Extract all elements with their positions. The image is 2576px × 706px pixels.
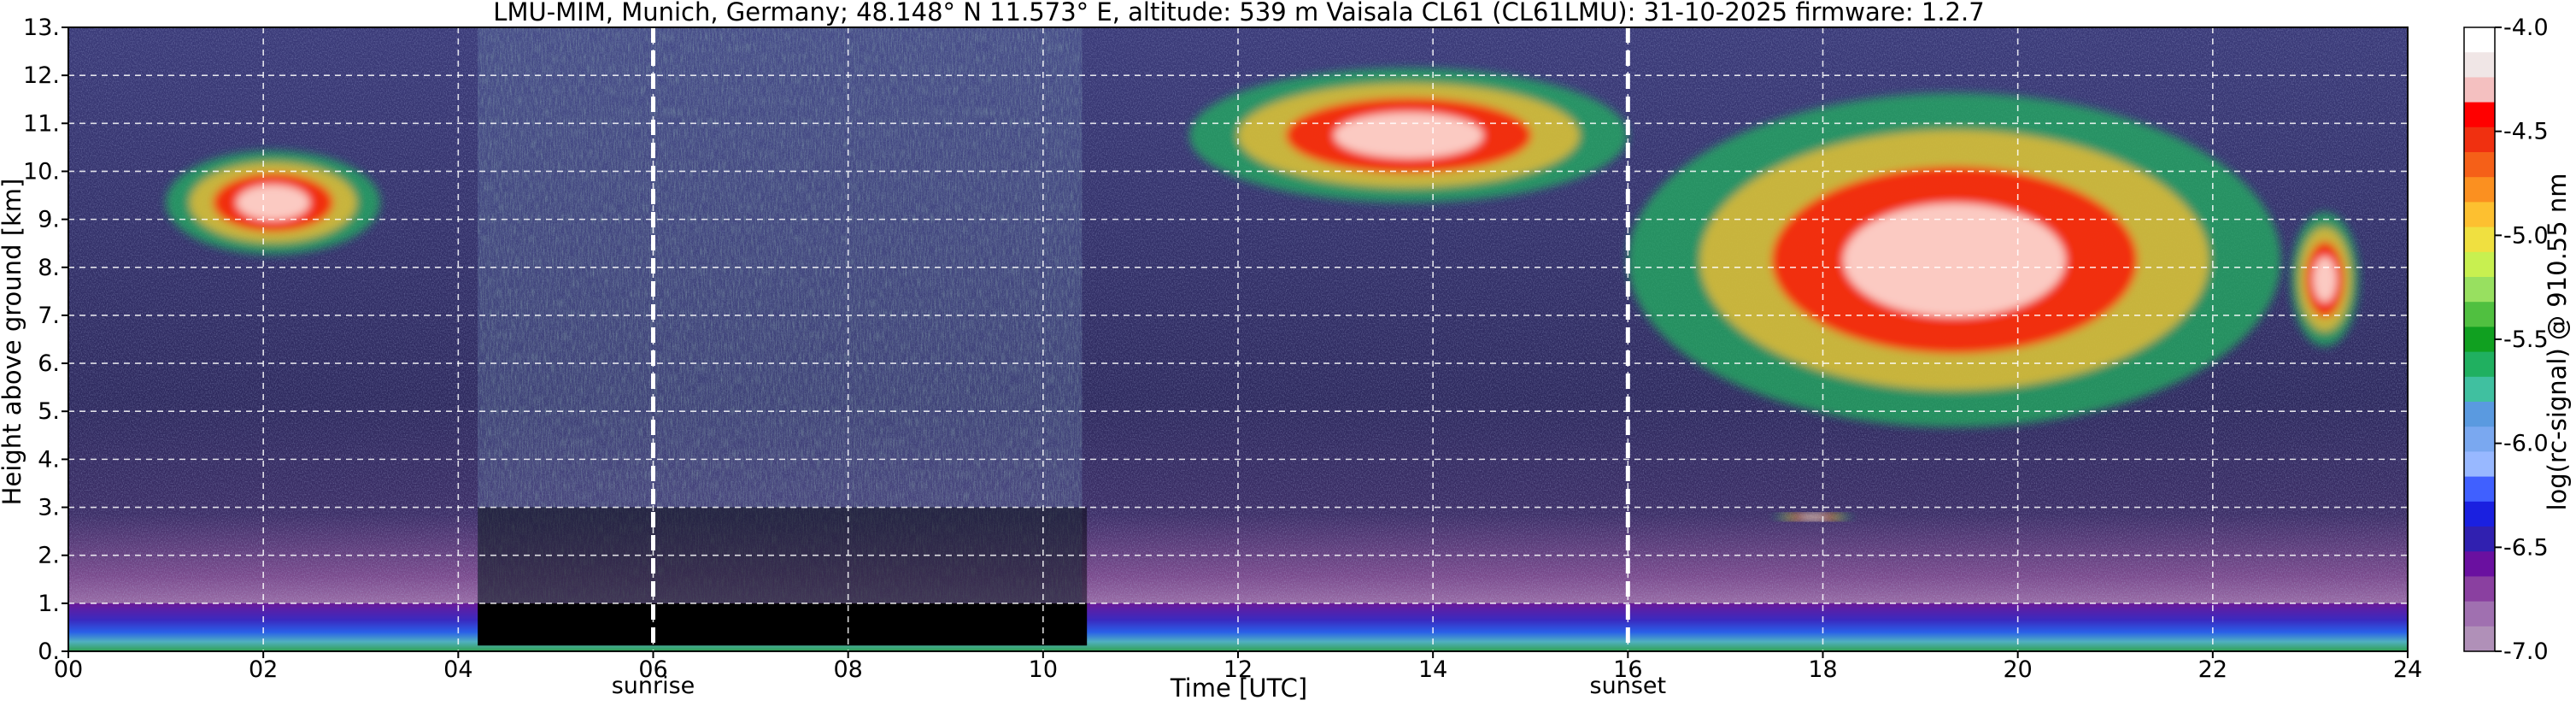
x-tick-label: 06 <box>638 656 667 683</box>
colorbar-segment <box>2464 601 2495 627</box>
y-tick-label: 2. <box>38 543 60 569</box>
colorbar-segment <box>2464 501 2495 527</box>
y-tick-label: 3. <box>38 495 60 521</box>
low-level-data-gap <box>478 603 1088 646</box>
sun-event-lines: sunrise sunset <box>612 27 1666 699</box>
cloud-feature <box>1188 68 1628 203</box>
colorbar-segment <box>2464 77 2495 103</box>
colorbar-segment <box>2464 152 2495 178</box>
colorbar-segment <box>2464 227 2495 253</box>
colorbar-segment <box>2464 427 2495 452</box>
cloud-core <box>2313 256 2337 303</box>
y-tick-label: 13. <box>23 15 60 41</box>
y-tick-label: 5. <box>38 398 60 425</box>
x-tick-label: 16 <box>1613 656 1642 683</box>
colorbar-segment <box>2464 202 2495 228</box>
y-tick-label: 12. <box>23 62 60 89</box>
colorbar-segment <box>2464 52 2495 78</box>
x-tick-label: 18 <box>1808 656 1837 683</box>
x-tick-label: 08 <box>833 656 862 683</box>
cloud-core <box>1799 514 1827 520</box>
colorbar-segment <box>2464 251 2495 278</box>
y-tick-label: 6. <box>38 350 60 377</box>
event-label-sunset: sunset <box>1590 673 1667 699</box>
cloud-feature <box>166 150 381 255</box>
colorbar-tick-label: -4.5 <box>2503 119 2549 145</box>
x-tick-label: 20 <box>2003 656 2032 683</box>
colorbar-segment <box>2464 351 2495 378</box>
colorbar-segment <box>2464 102 2495 128</box>
chart-title: LMU-MIM, Munich, Germany; 48.148° N 11.5… <box>493 0 1984 26</box>
y-tick-label: 4. <box>38 446 60 473</box>
x-tick-label: 04 <box>443 656 472 683</box>
x-tick-label: 12 <box>1223 656 1253 683</box>
event-label-sunrise: sunrise <box>612 673 695 699</box>
colorbar-segment <box>2464 277 2495 303</box>
colorbar-tick-label: -7.0 <box>2503 638 2549 665</box>
y-axis-label: Height above ground [km] <box>0 179 26 506</box>
colorbar-tick-label: -6.5 <box>2503 534 2549 561</box>
axes: 00 02 04 06 08 10 12 14 16 18 20 22 24 0. 1. 2. 3. 4. 5. 6.… <box>23 15 2422 683</box>
colorbar-segment <box>2464 177 2495 203</box>
colorbar-segment <box>2464 476 2495 503</box>
cloud-feature <box>1628 92 2281 427</box>
y-tick-label: 10. <box>23 158 60 185</box>
y-tick-label: 8. <box>38 255 60 281</box>
x-tick-label: 14 <box>1418 656 1447 683</box>
x-tick-label: 02 <box>249 656 278 683</box>
colorbar-segment <box>2464 527 2495 552</box>
grid-lines <box>68 27 2408 651</box>
y-tick-label: 7. <box>38 303 60 329</box>
y-tick-label: 0. <box>38 638 60 665</box>
colorbar-segment <box>2464 376 2495 403</box>
colorbar-tick-label: -6.0 <box>2503 431 2549 457</box>
colorbar-tick-label: -5.5 <box>2503 327 2549 353</box>
colorbar-segment <box>2464 576 2495 603</box>
colorbar-tick-label: -4.0 <box>2503 15 2549 41</box>
x-tick-label: 10 <box>1029 656 1058 683</box>
cloud-core <box>1843 203 2066 317</box>
y-tick-label: 11. <box>23 110 60 137</box>
colorbar: -4.0 -4.5 -5.0 -5.5 -6.0 -6.5 -7.0 <box>2463 15 2549 665</box>
colorbar-segment <box>2464 451 2495 478</box>
y-tick-label: 1. <box>38 591 60 617</box>
y-tick-label: 9. <box>38 207 60 233</box>
colorbar-segment <box>2464 551 2495 577</box>
colorbar-segment <box>2464 27 2495 53</box>
cloud-feature <box>2291 212 2359 347</box>
colorbar-segment <box>2464 626 2495 652</box>
colorbar-label: log(rc-signal) @ 910.55 nm <box>2543 173 2572 510</box>
colorbar-segment <box>2464 302 2495 327</box>
x-tick-label: 22 <box>2198 656 2227 683</box>
x-axis-label: Time [UTC] <box>1170 674 1307 703</box>
cloud-core <box>236 185 310 221</box>
x-tick-label: 00 <box>54 656 83 683</box>
colorbar-segment <box>2464 402 2495 427</box>
cloud-core <box>1334 112 1483 159</box>
cloud-feature <box>1774 513 1852 521</box>
colorbar-segment <box>2464 327 2495 353</box>
x-tick-label: 24 <box>2393 656 2422 683</box>
colorbar-tick-label: -5.0 <box>2503 222 2549 249</box>
colorbar-segment <box>2464 126 2495 153</box>
